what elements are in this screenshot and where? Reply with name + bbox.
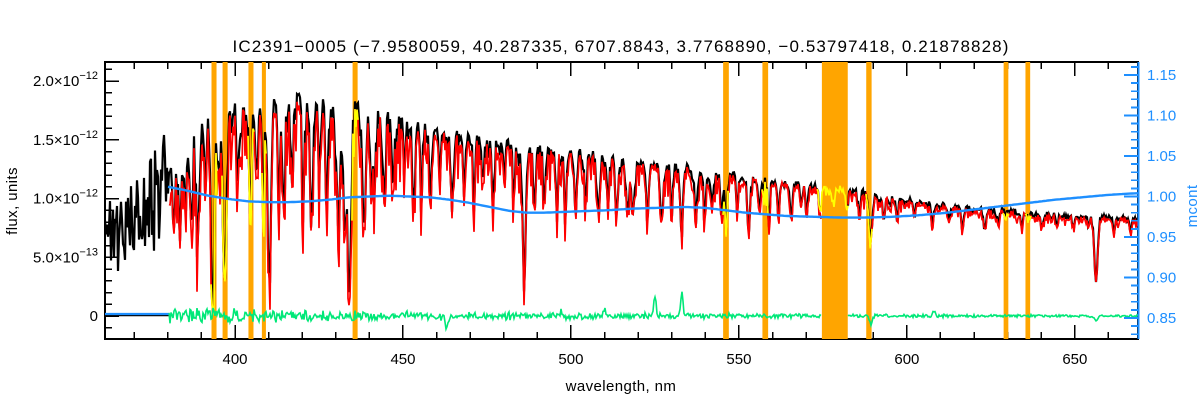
x-tick-label: 500 (558, 351, 583, 368)
x-tick-label: 650 (1062, 351, 1087, 368)
x-axis-title: wavelength, nm (565, 378, 677, 395)
mask-band (352, 62, 358, 339)
mask-band (866, 62, 872, 339)
x-tick-label: 450 (390, 351, 415, 368)
flux-tick-label: 1.5×10−12 (33, 129, 98, 149)
masked-points-segment (722, 190, 730, 237)
masked-points-segment (761, 181, 769, 216)
masked-points-segment (1002, 212, 1010, 222)
mcont-curve (167, 185, 1138, 219)
y-right-axis-title: mcont (1184, 184, 1200, 227)
masked-points-segment (247, 128, 255, 226)
mask-band (1025, 62, 1031, 339)
x-tick-label: 400 (222, 351, 247, 368)
flux-tick-label: 5.0×10−13 (33, 246, 98, 266)
flux-tick-label: 2.0×10−12 (33, 70, 98, 90)
mcont-axis: 0.85 0.90 0.95 1.00 1.05 1.10 1.15 (1124, 62, 1176, 339)
mcont-tick-label: 0.85 (1147, 310, 1176, 327)
flux-tick-label: 1.0×10−12 (33, 188, 98, 208)
mcont-tick-label: 1.00 (1147, 189, 1176, 206)
residual-trace (168, 291, 1139, 333)
mcont-tick-label: 0.95 (1147, 229, 1176, 246)
series (104, 91, 1139, 333)
mask-band (723, 62, 729, 339)
masked-points-segment (1024, 212, 1032, 224)
mask-band (1003, 62, 1009, 339)
y-left-axis-title: flux, units (4, 167, 21, 235)
mcont-tick-label: 1.05 (1147, 148, 1176, 165)
x-tick-label: 600 (894, 351, 919, 368)
masked-points-segment (261, 140, 267, 238)
plot-title: IC2391−0005 (−7.9580059, 40.287335, 6707… (233, 37, 1010, 56)
masked-points-segment (865, 193, 873, 249)
plot-frame (104, 61, 1139, 340)
flux-tick-label: 0 (90, 308, 98, 325)
masked-points-segment (351, 109, 359, 221)
mcont-tick-label: 1.10 (1147, 108, 1176, 125)
mask-band (222, 62, 228, 339)
mcont-tick-label: 0.90 (1147, 270, 1176, 287)
mcont-tick-label: 1.15 (1147, 67, 1176, 84)
masked-points-segment (816, 185, 849, 213)
x-tick-label: 550 (726, 351, 751, 368)
